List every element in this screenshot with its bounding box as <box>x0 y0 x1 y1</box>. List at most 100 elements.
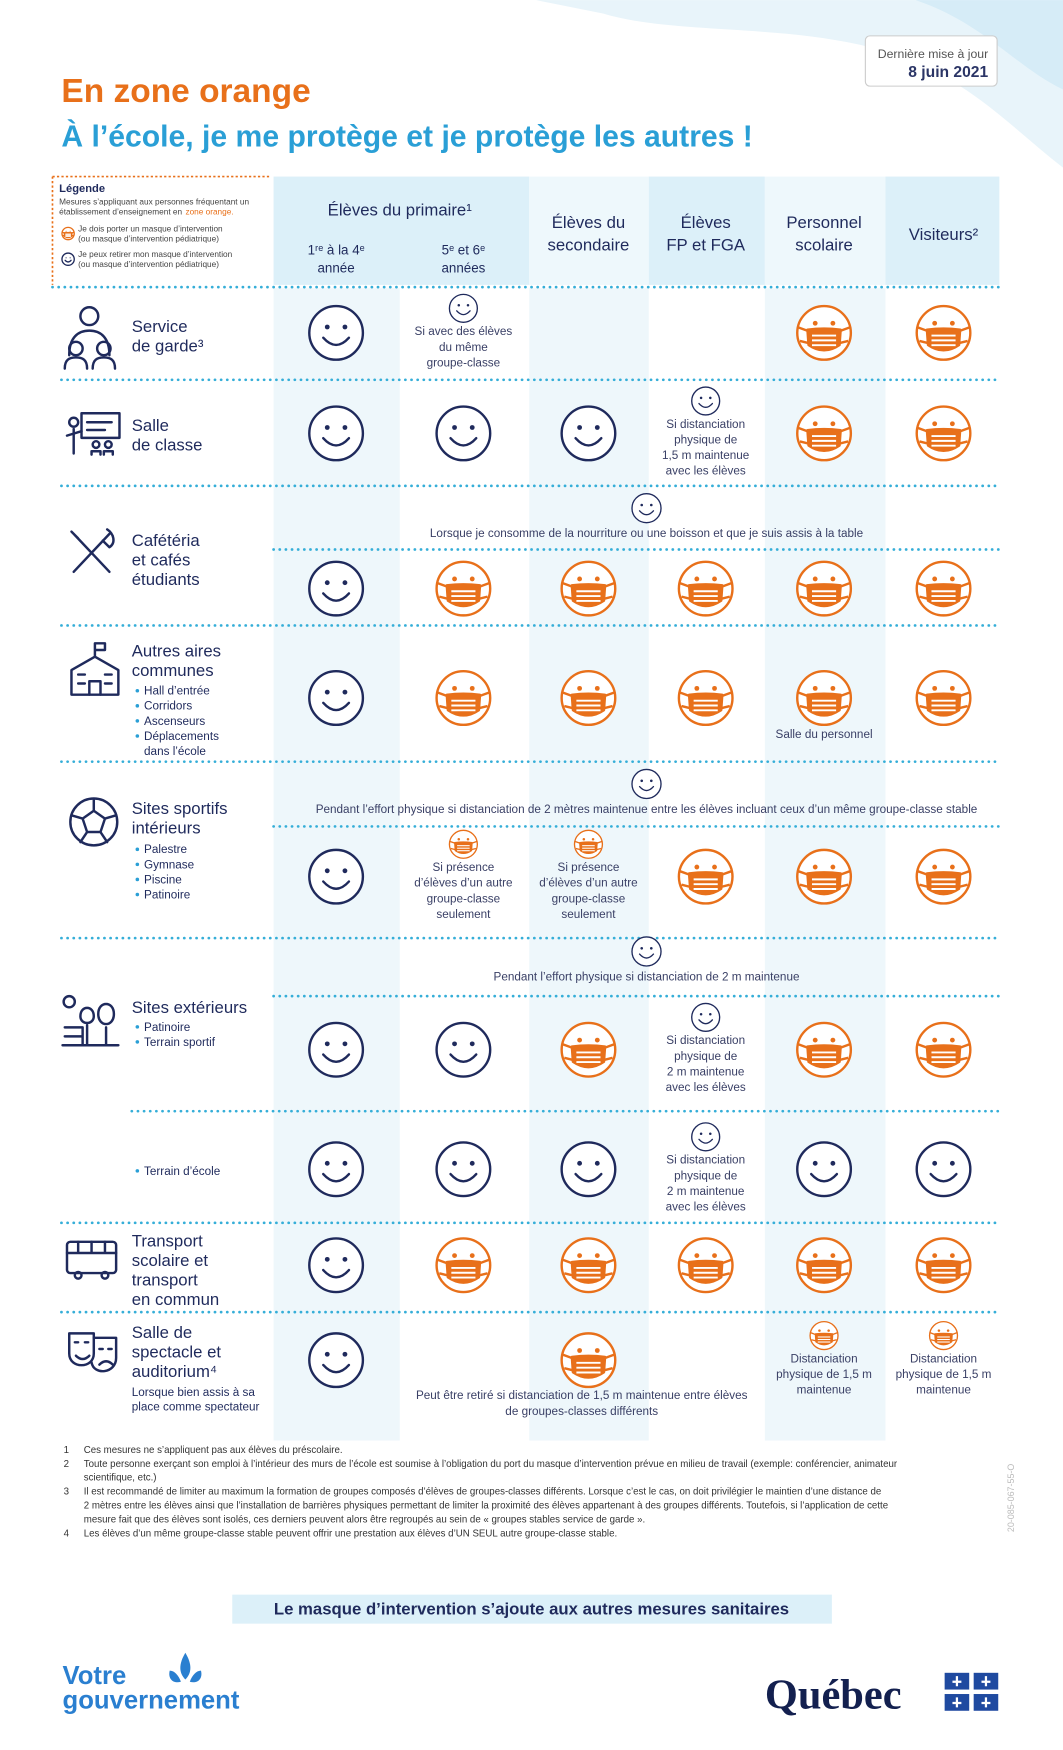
smile-icon <box>308 1021 365 1078</box>
footnote-text: Les élèves d’un même groupe-classe stabl… <box>84 1529 617 1540</box>
eye <box>324 324 330 330</box>
mouth <box>322 1053 351 1064</box>
bullet-text: Patinoire <box>144 888 190 901</box>
eye <box>324 868 330 874</box>
eye <box>594 1348 600 1353</box>
mouth <box>322 701 351 712</box>
column-header: Élèves du <box>552 213 626 232</box>
eye <box>342 425 348 430</box>
eye <box>324 425 330 430</box>
smile-icon <box>691 386 721 416</box>
mask-strap <box>679 1258 732 1277</box>
face <box>308 405 365 462</box>
shared-note: Peut être retiré si distanciation de 1,5… <box>416 1389 748 1402</box>
row-icons <box>61 305 121 1373</box>
eye <box>932 1253 938 1259</box>
smile-icon <box>796 1141 853 1198</box>
mouth <box>698 1019 714 1025</box>
mask-icon <box>915 405 972 462</box>
bullet-text: Ascenseurs <box>144 715 205 728</box>
row-label: de garde³ <box>132 336 204 355</box>
mouth <box>574 1172 603 1183</box>
cell-note: maintenue <box>916 1384 971 1397</box>
eye <box>712 864 717 870</box>
smile-icon <box>435 405 492 462</box>
bullet-dot <box>135 847 140 852</box>
banner-box <box>232 1594 832 1624</box>
cell-note: 2 m maintenue <box>667 1185 745 1198</box>
header-cell <box>529 176 649 285</box>
mouth <box>809 1172 839 1183</box>
legend-text: (ou masque d’intervention pédiatrique) <box>78 234 219 243</box>
cell-note: Distanciation <box>791 1352 858 1365</box>
eye <box>937 1329 941 1332</box>
cell-note: d’élèves d’un autre <box>414 877 512 890</box>
mouth <box>322 880 351 890</box>
gov-logo-line: Votre <box>63 1662 127 1690</box>
mask-strap <box>798 426 850 445</box>
cell-note: avec les élèves <box>666 465 746 478</box>
mask-strap <box>679 870 732 889</box>
face <box>435 405 492 462</box>
eye <box>640 946 644 950</box>
eye <box>466 838 470 841</box>
footnote-text: Il est recommandé de limiter au maximum … <box>84 1487 882 1498</box>
cell-note: Si avec des élèves <box>415 325 513 338</box>
mask-icon <box>796 560 853 617</box>
eye <box>65 257 67 259</box>
mask-strap <box>798 1258 850 1277</box>
bullet-text: Palestre <box>144 843 187 856</box>
row-label: transport <box>132 1270 198 1289</box>
eye <box>342 324 348 330</box>
column-header: année <box>317 261 354 276</box>
mask-icon <box>677 670 734 727</box>
cell-note: Si distanciation <box>666 418 745 431</box>
eye <box>830 1253 836 1259</box>
eye <box>649 503 653 507</box>
eye <box>712 1253 717 1259</box>
condition-text: Lorsque je consomme de la nourriture ou … <box>430 527 863 540</box>
row-label: et cafés <box>132 551 191 570</box>
cell-note: Si distanciation <box>666 1154 745 1167</box>
condition-text: Pendant l’effort physique si distanciati… <box>494 971 800 984</box>
legend-text: (ou masque d’intervention pédiatrique) <box>78 260 219 269</box>
footnote-number: 4 <box>64 1529 70 1540</box>
mask-icon <box>560 670 617 727</box>
footnote-number: 3 <box>64 1487 69 1498</box>
cell-note: Si distanciation <box>666 1034 745 1047</box>
eye <box>812 1037 818 1043</box>
eye <box>342 868 348 874</box>
eye <box>452 685 457 691</box>
quebec-flag <box>944 1672 999 1711</box>
smile-icon <box>631 493 662 524</box>
mask-strap <box>562 1043 615 1062</box>
eye <box>452 1253 457 1259</box>
smile-icon <box>308 1332 365 1389</box>
eye <box>830 1160 836 1166</box>
icon-school <box>70 642 120 696</box>
row-label: intérieurs <box>132 819 201 838</box>
document-code: 20-085-067-55-O <box>1006 1464 1016 1533</box>
eye <box>640 779 644 783</box>
row-label: de classe <box>132 436 203 455</box>
eye <box>949 685 955 691</box>
cell-note: avec les élèves <box>666 1081 746 1094</box>
eye <box>932 1160 938 1166</box>
eye <box>69 257 71 259</box>
eye <box>946 1329 950 1332</box>
smile-icon <box>61 252 75 267</box>
bullet-dot <box>135 892 140 897</box>
smile-icon <box>560 405 617 462</box>
column-header: 5ᵉ et 6ᵉ <box>442 243 485 258</box>
mask-icon <box>915 1021 972 1078</box>
header-cell <box>764 176 886 285</box>
mask-strap <box>62 231 75 237</box>
eye <box>594 425 600 430</box>
mask-icon <box>915 304 972 361</box>
face <box>560 1141 617 1198</box>
row-label: étudiants <box>132 570 200 589</box>
eye <box>830 320 836 326</box>
mask-icon <box>448 829 479 859</box>
eye <box>694 864 700 870</box>
